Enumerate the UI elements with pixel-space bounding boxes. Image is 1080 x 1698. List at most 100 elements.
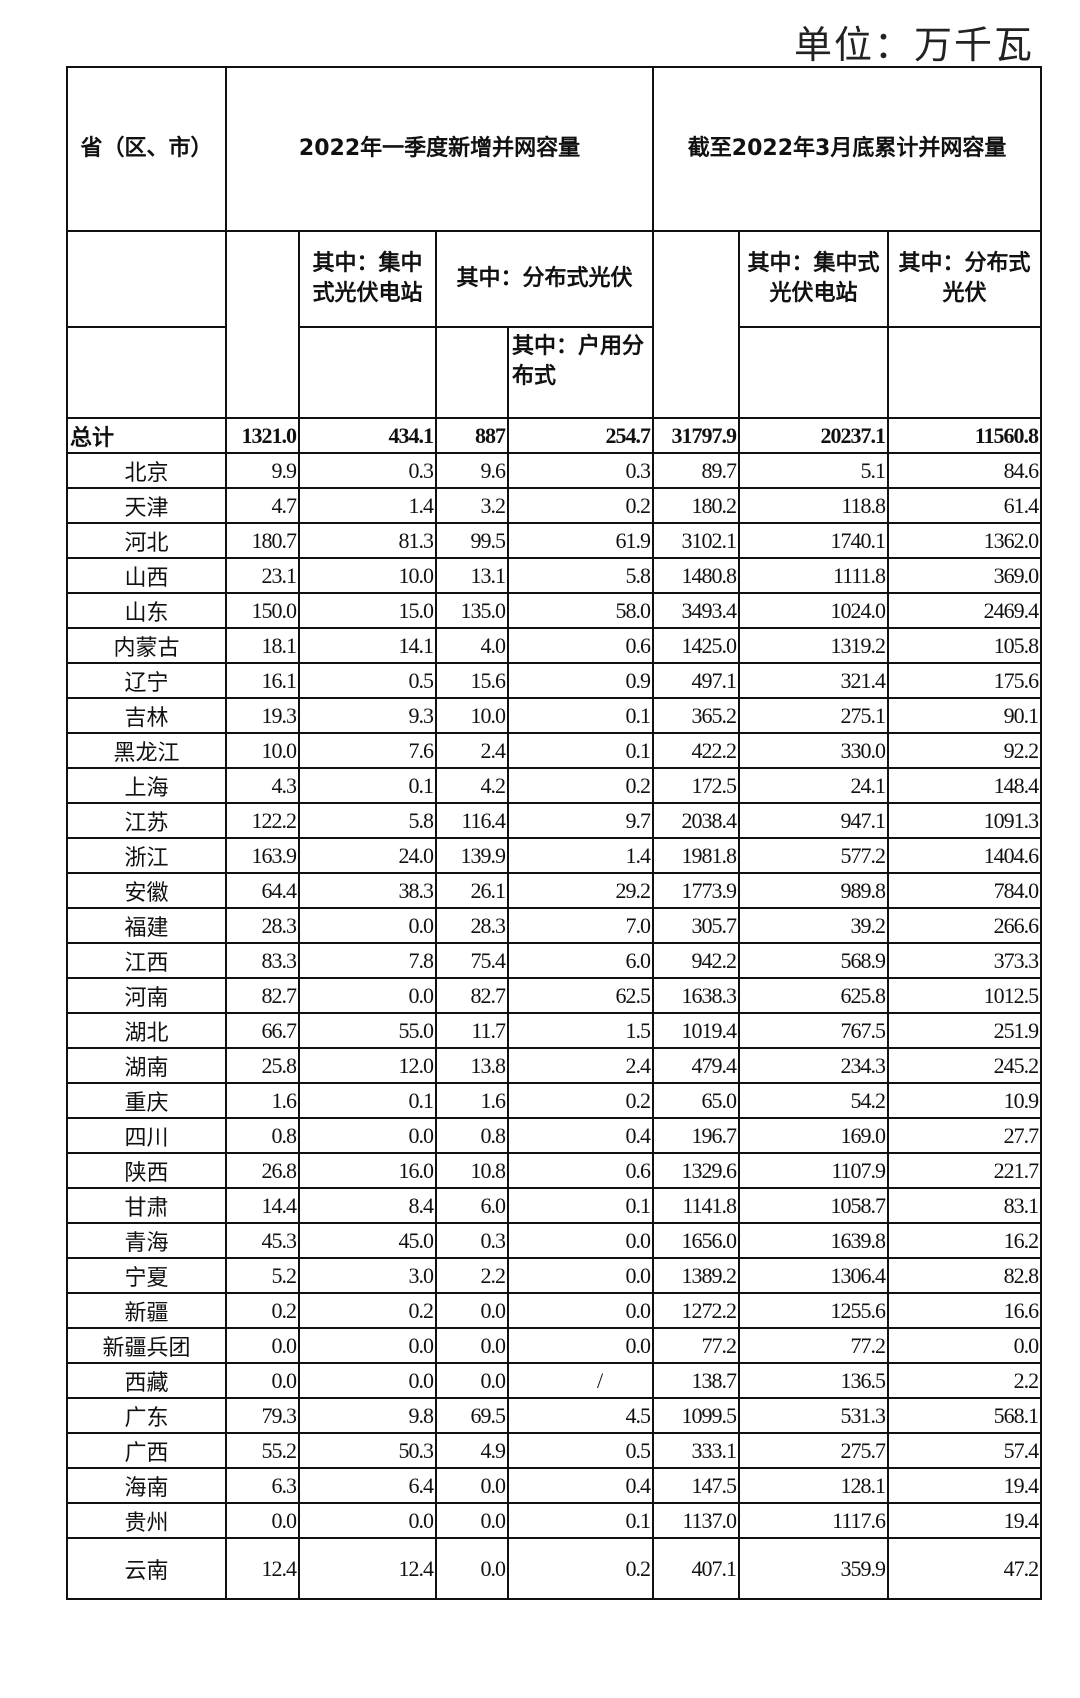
value-cell: 92.2: [887, 732, 1043, 769]
province-cell: 江西: [66, 942, 227, 979]
value-cell: 0.6: [506, 1152, 655, 1189]
table-row: 黑龙江 10.0 7.6 2.4 0.1 422.2 330.0 92.2: [66, 732, 1043, 769]
value-cell: 64.4: [225, 872, 300, 909]
value-cell: 1389.2: [652, 1257, 741, 1294]
value-cell: 2038.4: [652, 802, 741, 839]
province-cell: 湖北: [66, 1012, 227, 1049]
value-cell: 0.0: [435, 1467, 509, 1504]
value-cell: 4.0: [435, 627, 509, 664]
table-row: 江西 83.3 7.8 75.4 6.0 942.2 568.9 373.3: [66, 942, 1043, 979]
header-cumulative: 截至2022年3月底累计并网容量: [652, 66, 1043, 232]
value-cell: 0.0: [298, 1117, 437, 1154]
value-cell: 139.9: [435, 837, 509, 874]
value-cell: 163.9: [225, 837, 300, 874]
value-cell: 0.0: [887, 1327, 1043, 1364]
value-cell: 24.0: [298, 837, 437, 874]
value-cell: 373.3: [887, 942, 1043, 979]
value-cell: 10.0: [225, 732, 300, 769]
value-cell: 82.8: [887, 1257, 1043, 1294]
value-cell: 0.0: [298, 1502, 437, 1539]
value-cell: 0.0: [506, 1257, 655, 1294]
table-row: 辽宁 16.1 0.5 15.6 0.9 497.1 321.4 175.6: [66, 662, 1043, 699]
province-cell: 新疆: [66, 1292, 227, 1329]
value-cell: 568.9: [738, 942, 890, 979]
header-q1-distributed: 其中：分布式光伏: [434, 230, 655, 328]
value-cell: 5.8: [506, 557, 655, 594]
value-cell: 11560.8: [887, 417, 1043, 454]
header-cum-distributed: 其中：分布式光伏: [887, 230, 1043, 328]
value-cell: 10.0: [435, 697, 509, 734]
value-cell: 105.8: [887, 627, 1043, 664]
value-cell: 330.0: [738, 732, 890, 769]
table-row: 河南 82.7 0.0 82.7 62.5 1638.3 625.8 1012.5: [66, 977, 1043, 1014]
table-row: 广东 79.3 9.8 69.5 4.5 1099.5 531.3 568.1: [66, 1397, 1043, 1434]
value-cell: 27.7: [887, 1117, 1043, 1154]
value-cell: 15.6: [435, 662, 509, 699]
value-cell: 0.4: [506, 1467, 655, 1504]
value-cell: 266.6: [887, 907, 1043, 944]
value-cell: 45.0: [298, 1222, 437, 1259]
value-cell: 7.8: [298, 942, 437, 979]
value-cell: 20237.1: [738, 417, 890, 454]
value-cell: 69.5: [435, 1397, 509, 1434]
value-cell: 275.1: [738, 697, 890, 734]
value-cell: 1.4: [298, 487, 437, 524]
value-cell: 3493.4: [652, 592, 741, 629]
value-cell: 0.0: [298, 1327, 437, 1364]
value-cell: 1321.0: [225, 417, 300, 454]
value-cell: 333.1: [652, 1432, 741, 1469]
value-cell: 0.0: [506, 1222, 655, 1259]
value-cell: 369.0: [887, 557, 1043, 594]
value-cell: 77.2: [738, 1327, 890, 1364]
value-cell: 175.6: [887, 662, 1043, 699]
value-cell: 1099.5: [652, 1397, 741, 1434]
value-cell: 497.1: [652, 662, 741, 699]
province-cell: 吉林: [66, 697, 227, 734]
value-cell: 234.3: [738, 1047, 890, 1084]
value-cell: 7.6: [298, 732, 437, 769]
value-cell: 0.6: [506, 627, 655, 664]
value-cell: 0.0: [298, 977, 437, 1014]
province-cell: 内蒙古: [66, 627, 227, 664]
value-cell: 1.4: [506, 837, 655, 874]
value-cell: 50.3: [298, 1432, 437, 1469]
value-cell: 61.9: [506, 522, 655, 559]
value-cell: 66.7: [225, 1012, 300, 1049]
value-cell: 0.0: [506, 1292, 655, 1329]
value-cell: 1981.8: [652, 837, 741, 874]
value-cell: 0.0: [225, 1327, 300, 1364]
value-cell: 81.3: [298, 522, 437, 559]
header-province: 省（区、市）: [66, 66, 227, 232]
value-cell: 1480.8: [652, 557, 741, 594]
value-cell: 83.3: [225, 942, 300, 979]
province-cell: 青海: [66, 1222, 227, 1259]
value-cell: 1.6: [225, 1082, 300, 1119]
value-cell: 0.0: [435, 1292, 509, 1329]
value-cell: 180.7: [225, 522, 300, 559]
table-row: 海南 6.3 6.4 0.0 0.4 147.5 128.1 19.4: [66, 1467, 1043, 1504]
value-cell: 0.2: [506, 767, 655, 804]
table-row: 贵州 0.0 0.0 0.0 0.1 1137.0 1117.6 19.4: [66, 1502, 1043, 1539]
value-cell: 3102.1: [652, 522, 741, 559]
table-row: 云南 12.4 12.4 0.0 0.2 407.1 359.9 47.2: [66, 1537, 1043, 1600]
value-cell: 180.2: [652, 487, 741, 524]
province-cell: 西藏: [66, 1362, 227, 1399]
value-cell: 147.5: [652, 1467, 741, 1504]
value-cell: 2.4: [506, 1047, 655, 1084]
value-cell: 1329.6: [652, 1152, 741, 1189]
header-blank: [435, 326, 509, 419]
value-cell: 19.3: [225, 697, 300, 734]
header-q1-household: 其中：户用分布式: [506, 326, 655, 419]
value-cell: 45.3: [225, 1222, 300, 1259]
table-row: 湖北 66.7 55.0 11.7 1.5 1019.4 767.5 251.9: [66, 1012, 1043, 1049]
value-cell: 9.9: [225, 452, 300, 489]
value-cell: 0.8: [225, 1117, 300, 1154]
value-cell: 39.2: [738, 907, 890, 944]
value-cell: 2.2: [887, 1362, 1043, 1399]
value-cell: 947.1: [738, 802, 890, 839]
value-cell: 221.7: [887, 1152, 1043, 1189]
value-cell: 1319.2: [738, 627, 890, 664]
table-row: 重庆 1.6 0.1 1.6 0.2 65.0 54.2 10.9: [66, 1082, 1043, 1119]
value-cell: 4.2: [435, 767, 509, 804]
value-cell: 55.0: [298, 1012, 437, 1049]
